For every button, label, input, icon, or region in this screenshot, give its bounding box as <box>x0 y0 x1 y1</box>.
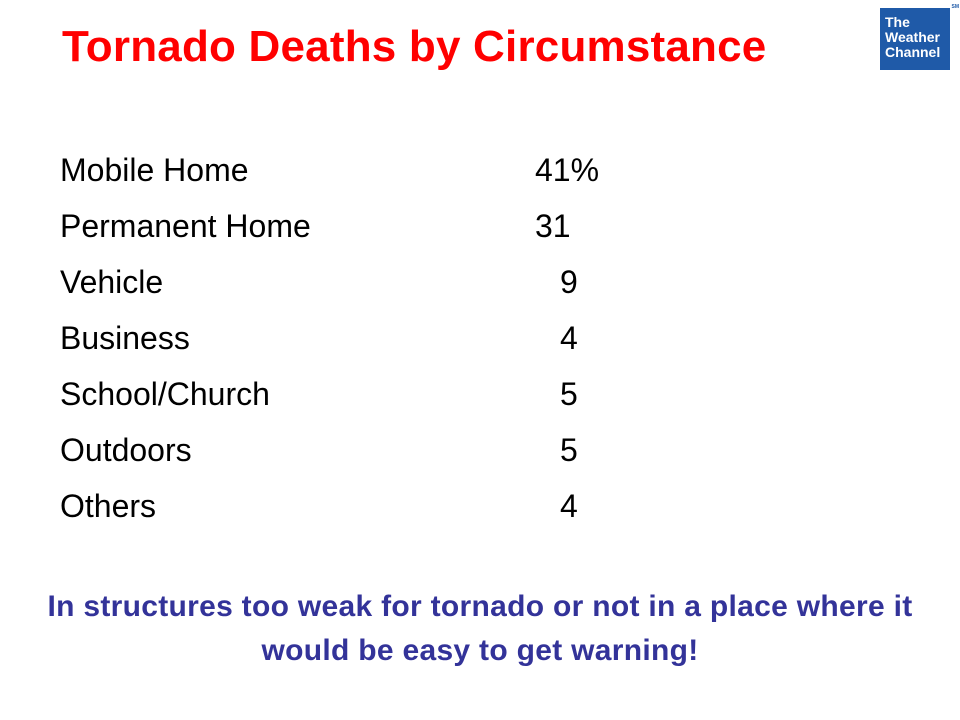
row-value: 5 <box>560 376 578 412</box>
row-value: 5 <box>560 432 578 468</box>
row-value: 9 <box>560 264 578 300</box>
circumstance-table: Mobile Home 41% Permanent Home 31 Vehicl… <box>60 142 760 534</box>
logo-line-1: The <box>885 14 910 30</box>
row-value: 4 <box>560 488 578 524</box>
row-value: 41% <box>535 152 600 188</box>
slide-title: Tornado Deaths by Circumstance <box>62 22 767 71</box>
table-row: Vehicle 9 <box>60 254 760 310</box>
row-label: School/Church <box>60 376 270 412</box>
row-label: Outdoors <box>60 432 192 468</box>
table-row: Others 4 <box>60 478 760 534</box>
logo-line-3: Channel <box>885 44 941 60</box>
row-value: 4 <box>560 320 578 356</box>
table-row: Outdoors 5 <box>60 422 760 478</box>
row-label: Others <box>60 488 157 524</box>
service-mark: SM <box>951 4 960 10</box>
table-row: Mobile Home 41% <box>60 142 760 198</box>
row-label: Permanent Home <box>60 208 311 244</box>
logo-line-2: Weather <box>885 29 940 45</box>
table-row: Permanent Home 31 <box>60 198 760 254</box>
row-label: Mobile Home <box>60 152 249 188</box>
weather-channel-logo: SM The Weather Channel <box>880 4 959 70</box>
conclusion-text: In structures too weak for tornado or no… <box>47 590 913 667</box>
table-row: Business 4 <box>60 310 760 366</box>
table-row: School/Church 5 <box>60 366 760 422</box>
row-value: 31 <box>535 208 571 244</box>
row-label: Vehicle <box>60 264 164 300</box>
row-label: Business <box>60 320 190 356</box>
